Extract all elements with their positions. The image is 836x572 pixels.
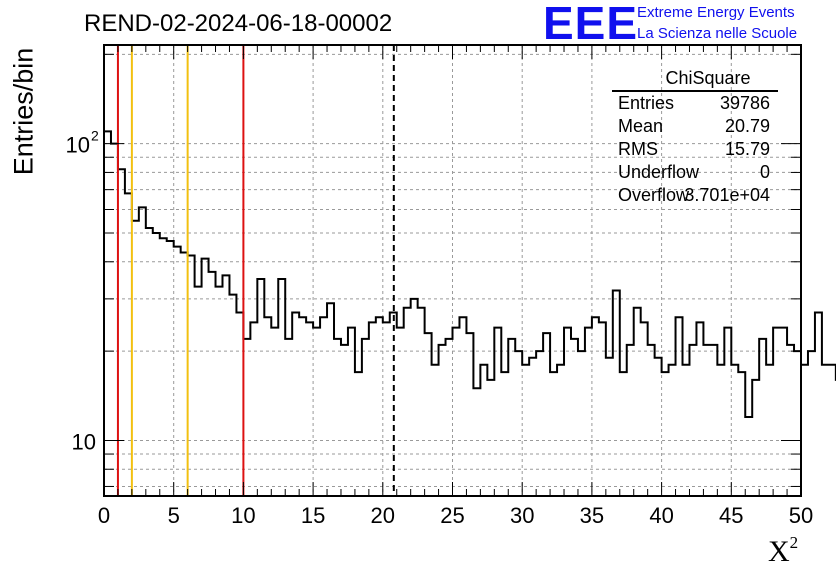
x-axis-label-base: X [768, 535, 790, 568]
stats-row-underflow: Underflow 0 [612, 161, 778, 184]
stats-key: Overflow [618, 185, 690, 205]
y-tick-label: 10 [72, 429, 96, 454]
stats-row-entries: Entries 39786 [612, 92, 778, 115]
stats-key: Entries [618, 93, 675, 113]
y-tick-label: 10 [66, 133, 90, 158]
logo-line-1: Extreme Energy Events [637, 4, 795, 21]
chart-title: REND-02-2024-06-18-00002 [84, 10, 393, 37]
logo-text: EEE [543, 0, 639, 49]
x-tick-label: 30 [510, 503, 534, 528]
x-tick-label: 5 [168, 503, 180, 528]
x-tick-label: 50 [789, 503, 813, 528]
stats-value: 20.79 [724, 116, 770, 136]
x-tick-label: 35 [580, 503, 604, 528]
x-tick-label: 0 [98, 503, 110, 528]
x-tick-label: 15 [301, 503, 325, 528]
x-tick-label: 25 [440, 503, 464, 528]
x-tick-label: 20 [371, 503, 395, 528]
stats-title: ChiSquare [665, 68, 751, 88]
plot-area [104, 45, 801, 496]
stats-key: RMS [618, 139, 658, 159]
y-axis-label: Entries/bin [8, 47, 39, 176]
x-tick-label: 45 [719, 503, 743, 528]
stats-separator [612, 90, 778, 92]
stats-row-rms: RMS 15.79 [612, 138, 778, 161]
stats-value: 39786 [719, 93, 770, 113]
x-axis-label: X2 [768, 533, 799, 569]
x-axis-label-exponent: 2 [789, 533, 799, 552]
stats-value: 0 [759, 162, 770, 182]
x-tick-label: 10 [231, 503, 255, 528]
stats-key: Underflow [618, 162, 700, 182]
stats-row-mean: Mean 20.79 [612, 115, 778, 138]
stats-box: ChiSquare Entries 39786 Mean 20.79 RMS 15.7… [612, 68, 778, 207]
histogram-series [104, 130, 836, 418]
x-tick-label: 40 [649, 503, 673, 528]
stats-key: Mean [618, 116, 664, 136]
logo-line-2: La Scienza nelle Scuole [637, 25, 798, 42]
y-tick-label-exponent: 2 [91, 128, 99, 144]
stats-value: 3.701e+04 [684, 185, 770, 205]
stats-row-overflow: Overflow 3.701e+04 [612, 184, 778, 207]
stats-value: 15.79 [724, 139, 770, 159]
